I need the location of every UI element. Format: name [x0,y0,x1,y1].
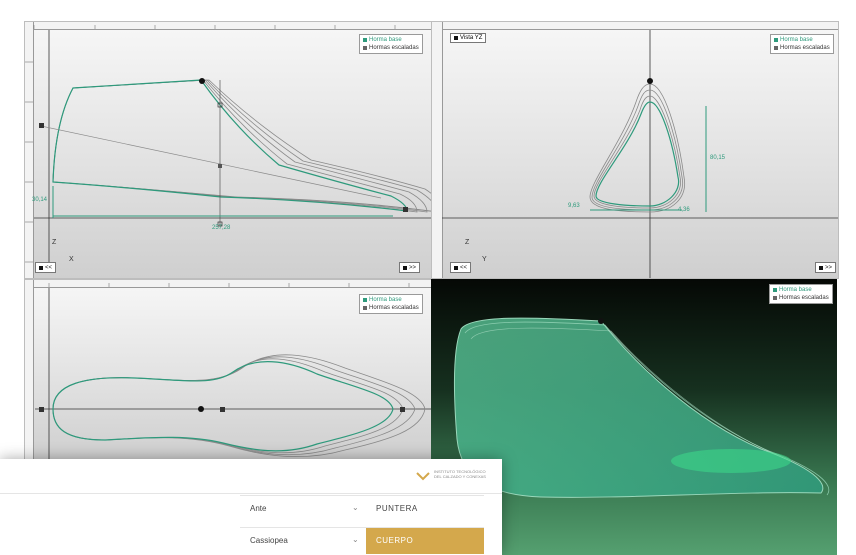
side-view-legend: Horma base Hormas escaladas [359,34,423,54]
prev-label: << [45,264,53,271]
base-swatch-icon [773,288,777,292]
logo-mark-icon [416,472,430,481]
material-value: Cassiopea [250,536,288,545]
side-view-drawing [25,25,431,272]
scaled-swatch-icon [774,46,778,50]
square-icon [39,265,43,270]
front-axis-z-label: Z [465,239,470,246]
legend-scaled-label: Hormas escaladas [780,45,830,51]
legend-base-label: Horma base [369,37,402,43]
side-axis-z-label: Z [52,239,57,246]
side-axis-x-label: X [69,256,74,263]
base-swatch-icon [363,38,367,42]
popup-header: INSTITUTO TECNOLÓGICO DEL CALZADO Y CONE… [0,459,502,494]
chevron-down-icon: ⌄ [352,503,359,512]
side-length-dim: 257,28 [212,225,231,231]
table-row-2[interactable]: Cassiopea ⌄ CUERPO [240,527,484,554]
front-view-legend: Horma base Hormas escaladas [770,34,834,54]
front-height-dim: 80,15 [710,155,726,161]
square-icon [454,265,458,270]
front-next-button[interactable]: >> [815,262,837,273]
square-icon [403,265,407,270]
front-view-title-text: Vista YZ [460,35,483,41]
logo-text: INSTITUTO TECNOLÓGICO DEL CALZADO Y CONE… [434,469,486,479]
front-left-dim: 9,63 [568,203,580,209]
square-icon [819,265,823,270]
next-label: >> [409,264,417,271]
side-height-dim: 30,14 [32,197,48,203]
front-right-dim: 4,36 [678,207,690,213]
3d-view-legend: Horma base Hormas escaladas [769,284,833,304]
scaled-swatch-icon [773,296,777,300]
legend-base-label: Horma base [780,37,813,43]
legend-base-label: Horma base [369,297,402,303]
side-view-panel[interactable]: 30,14 257,28 Z X Horma base Hormas escal… [24,21,432,279]
next-label: >> [825,264,833,271]
legend-scaled-label: Hormas escaladas [369,305,419,311]
prev-label: << [460,264,468,271]
front-view-drawing [442,30,838,278]
3d-shoe-render [453,317,830,498]
side-view-left-ruler [25,22,34,278]
top-view-legend: Horma base Hormas escaladas [359,294,423,314]
scaled-swatch-icon [363,306,367,310]
top-view-top-ruler [25,280,431,288]
part-value: CUERPO [376,536,414,545]
material-value: Ante [250,504,267,513]
base-swatch-icon [774,38,778,42]
base-swatch-icon [363,298,367,302]
front-view-title: Vista YZ [450,33,487,43]
part-highlight [366,528,484,554]
side-view-top-ruler [25,22,431,30]
front-view-top-ruler [432,22,838,30]
top-view-panel[interactable]: Horma base Hormas escaladas [24,279,432,461]
side-next-button[interactable]: >> [399,262,421,273]
legend-base-label: Horma base [779,287,812,293]
front-axis-y-label: Y [482,256,487,263]
legend-scaled-label: Hormas escaladas [369,45,419,51]
top-view-drawing [35,283,431,460]
side-prev-button[interactable]: << [35,262,57,273]
front-prev-button[interactable]: << [450,262,472,273]
part-value: PUNTERA [376,504,418,513]
scaled-swatch-icon [363,46,367,50]
top-view-left-ruler [25,280,34,460]
front-view-left-ruler [432,22,443,278]
materials-popup: INSTITUTO TECNOLÓGICO DEL CALZADO Y CONE… [0,459,502,555]
table-row-1[interactable]: Ante ⌄ PUNTERA [240,495,484,522]
legend-scaled-label: Hormas escaladas [779,295,829,301]
square-icon [454,36,458,40]
chevron-down-icon: ⌄ [352,535,359,544]
front-view-panel[interactable]: Vista YZ 80,15 9,63 4,36 Z Y Horma base … [431,21,839,279]
